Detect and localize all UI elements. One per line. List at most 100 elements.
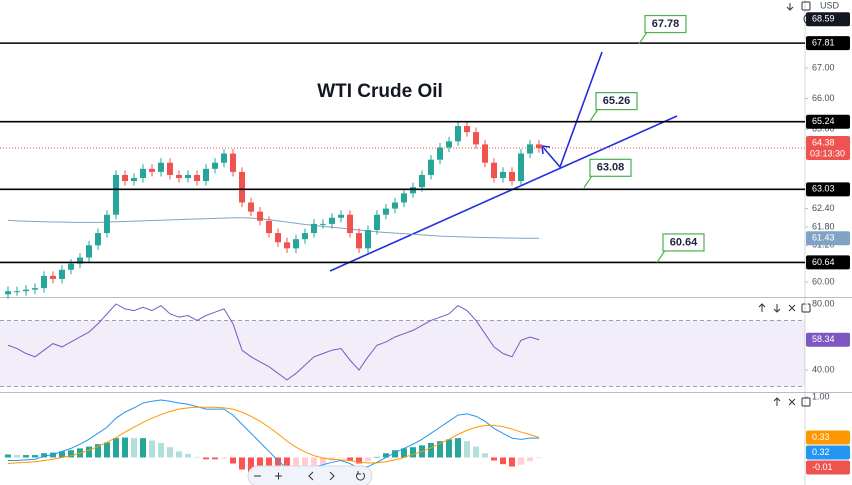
histogram-bar	[140, 438, 146, 458]
candle-body	[284, 242, 290, 249]
crosshair-price-label-box	[806, 12, 850, 27]
candle-body	[365, 230, 371, 249]
histogram-bar	[149, 440, 155, 458]
histogram-bar	[500, 457, 506, 465]
candle-body	[77, 257, 83, 264]
last-price-box	[806, 136, 850, 161]
histogram-bar	[122, 437, 128, 458]
candle-body	[473, 132, 479, 145]
scroll-button[interactable]	[786, 3, 794, 11]
maximize-button[interactable]	[801, 397, 811, 407]
macd-value-label: 0.32	[812, 447, 830, 457]
histogram-bar	[221, 457, 227, 459]
move-up-button[interactable]	[773, 397, 781, 406]
candle-body	[338, 214, 344, 218]
histogram-bar	[32, 455, 38, 458]
histogram-bar	[455, 438, 461, 458]
plot-area: 60.0061.2061.8062.4065.0066.0067.0067.81…	[0, 12, 850, 485]
callout-pointer	[656, 250, 666, 263]
scroll-right-button[interactable]	[329, 471, 335, 481]
scroll-left-button[interactable]	[308, 471, 314, 481]
candle-body	[329, 217, 335, 224]
level-label: 60.64	[812, 257, 835, 267]
rsi-pane-buttons	[758, 303, 811, 313]
candle-body	[23, 289, 29, 292]
callout-pointer	[589, 108, 599, 122]
candle-body	[158, 162, 164, 172]
callout-box	[589, 158, 632, 177]
candle-body	[509, 171, 515, 182]
candle-body	[266, 220, 272, 234]
zoom-in-button[interactable]	[275, 472, 282, 480]
candle-body	[311, 223, 317, 234]
candle-body	[41, 275, 47, 289]
histogram-bar	[347, 457, 353, 461]
close-button[interactable]	[788, 398, 796, 406]
close-button[interactable]	[788, 304, 796, 312]
callout-label: 67.78	[652, 18, 680, 30]
histogram-bar	[194, 456, 200, 458]
histogram-bar	[230, 457, 236, 464]
candle-body	[239, 171, 245, 203]
last-price-label: 64.38	[812, 137, 835, 147]
candle-body	[131, 178, 137, 182]
callout-label: 65.26	[603, 95, 631, 107]
candle-body	[527, 144, 533, 154]
histogram-bar	[437, 441, 443, 458]
maximize-button[interactable]	[801, 1, 811, 11]
y-tick-label: 61.80	[812, 221, 835, 231]
histogram-bar	[14, 455, 20, 458]
y-tick-label: 66.00	[812, 93, 835, 103]
histogram-bar	[527, 457, 533, 462]
histogram-bar	[167, 447, 173, 458]
move-down-button[interactable]	[773, 304, 781, 313]
candle-body	[14, 291, 20, 293]
candle-body	[419, 174, 425, 188]
moving-average-label-box	[806, 231, 850, 246]
candle-body	[455, 126, 461, 142]
level-label-box	[806, 36, 850, 51]
histogram-bar	[59, 451, 65, 458]
histogram-bar	[185, 453, 191, 458]
countdown-label: 03:13:30	[810, 148, 845, 158]
histogram-bar	[491, 457, 497, 461]
level-label-box	[806, 182, 850, 197]
histogram-bar	[176, 451, 182, 458]
histogram-bar	[203, 457, 209, 460]
macd-value-label: 0.33	[812, 432, 830, 442]
candle-body	[383, 208, 389, 215]
histogram-bar	[518, 457, 524, 465]
histogram-bar	[50, 452, 56, 458]
histogram-bar	[410, 447, 416, 458]
candle-body	[491, 162, 497, 179]
candle-body	[374, 214, 380, 231]
histogram-bar	[113, 438, 119, 458]
histogram-bar	[131, 438, 137, 458]
candle-body	[104, 214, 110, 234]
histogram-bar	[5, 454, 11, 458]
histogram-bar	[392, 450, 398, 458]
callout-box	[662, 233, 705, 252]
candle-body	[149, 168, 155, 172]
histogram-bar	[95, 444, 101, 458]
move-up-button[interactable]	[758, 303, 766, 312]
candle-body	[275, 233, 281, 243]
histogram-bar	[338, 457, 344, 459]
candle-body	[401, 193, 407, 203]
histogram-bar	[446, 439, 452, 458]
candle-body	[356, 233, 362, 249]
chart-title: WTI Crude Oil	[317, 81, 443, 102]
candle-body	[536, 144, 542, 149]
macd-line	[7, 406, 540, 465]
candle-body	[230, 153, 236, 172]
histogram-bar	[86, 446, 92, 458]
candle-body	[347, 214, 353, 234]
histogram-bar	[212, 457, 218, 460]
callout-pointer	[638, 31, 648, 45]
candle-body	[464, 126, 470, 133]
candle-body	[95, 233, 101, 246]
moving-average	[7, 217, 539, 239]
reset-button[interactable]	[356, 471, 365, 481]
candle-body	[410, 187, 416, 194]
level-label-box	[806, 255, 850, 270]
